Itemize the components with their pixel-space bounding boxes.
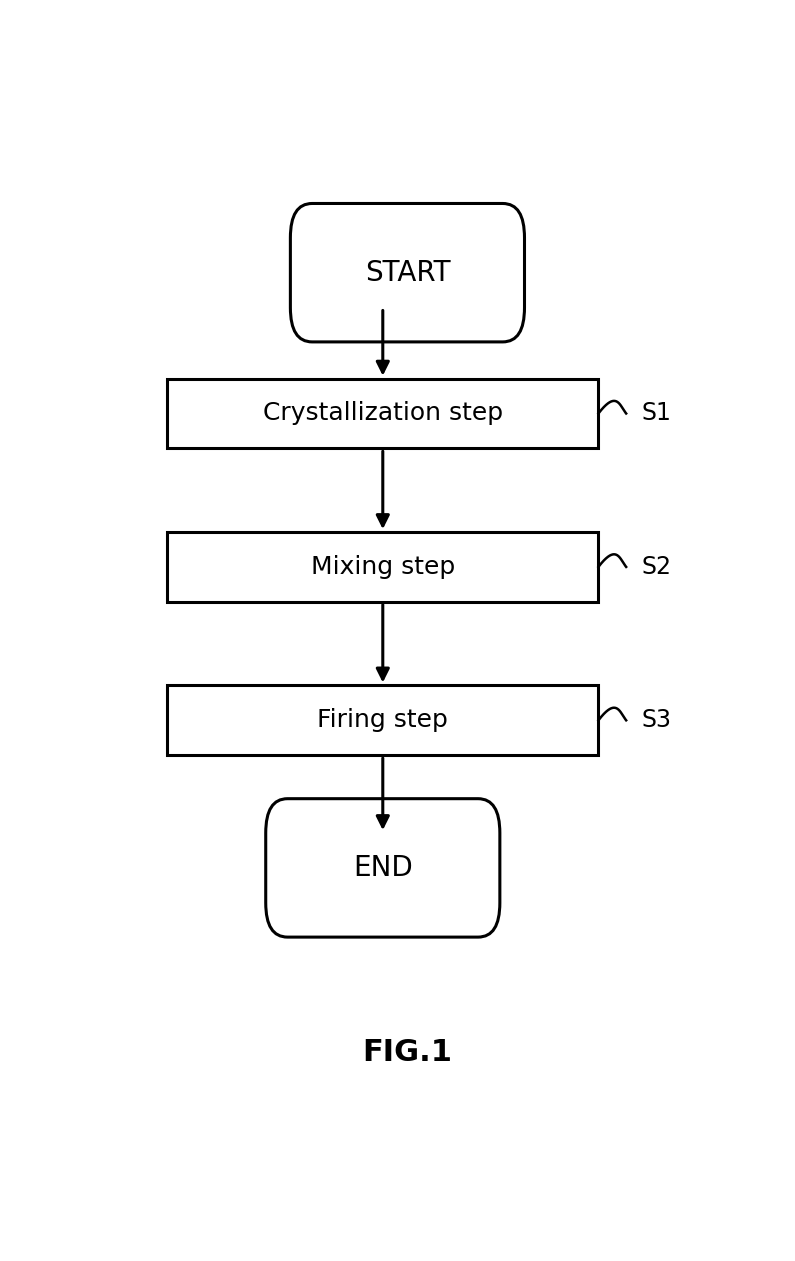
Text: S1: S1 — [642, 401, 672, 425]
Text: FIG.1: FIG.1 — [363, 1038, 452, 1067]
Bar — [167, 378, 599, 449]
Text: S2: S2 — [642, 555, 672, 579]
FancyBboxPatch shape — [266, 798, 500, 937]
Bar — [167, 532, 599, 601]
Text: S3: S3 — [642, 709, 672, 733]
Text: START: START — [365, 259, 450, 286]
Text: Crystallization step: Crystallization step — [262, 401, 503, 425]
Text: Mixing step: Mixing step — [311, 555, 455, 579]
Text: Firing step: Firing step — [317, 709, 448, 733]
Text: END: END — [353, 854, 413, 881]
Bar — [167, 686, 599, 755]
FancyBboxPatch shape — [290, 203, 525, 342]
